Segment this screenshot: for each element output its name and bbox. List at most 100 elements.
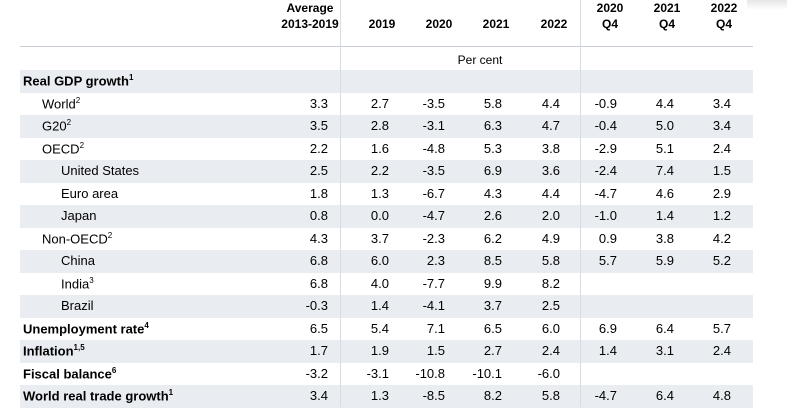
table-cell: -10.8 — [415, 365, 445, 381]
table-cell: 0.9 — [598, 230, 617, 246]
row-label: World real trade growth1 — [23, 388, 173, 403]
table-cell: -3.2 — [305, 365, 328, 381]
table-cell: 5.2 — [712, 253, 731, 268]
table-cell: 1.8 — [309, 185, 328, 201]
header-2022q4: 2022 Q4 — [702, 0, 746, 47]
table-cell: 2.8 — [370, 118, 389, 133]
table-cell: 1.5 — [712, 163, 731, 178]
footnote-marker: 2 — [66, 118, 72, 127]
table-cell: -7.7 — [422, 275, 445, 291]
table-cell: 3.8 — [541, 140, 560, 156]
table-cell: 4.4 — [655, 95, 674, 111]
table-cell: 6.2 — [483, 230, 502, 246]
table-cell: -2.3 — [422, 230, 445, 246]
row-label: India3 — [61, 276, 94, 291]
header-divider — [20, 46, 753, 47]
row-label: Japan — [61, 208, 96, 223]
table-cell: 2.3 — [426, 253, 445, 268]
table-cell: 6.3 — [483, 118, 502, 133]
table-cell: 4.3 — [309, 230, 328, 246]
header-2022: 2022 — [540, 17, 568, 31]
table-cell: 4.8 — [712, 388, 731, 403]
header-2020q4: 2020 Q4 — [588, 0, 632, 47]
column-divider-right — [580, 0, 581, 407]
table-cell: -3.5 — [422, 163, 445, 178]
table-cell: 2.2 — [370, 163, 389, 178]
table-cell: -0.4 — [594, 118, 617, 133]
table-cell: -3.1 — [422, 118, 445, 133]
table-cell: 3.5 — [309, 118, 328, 133]
row-label: China — [61, 253, 95, 268]
row-label-text: Brazil — [61, 298, 94, 313]
table-cell: 5.8 — [541, 253, 560, 268]
table-cell: 6.4 — [655, 320, 674, 336]
table-cell: 4.4 — [541, 95, 560, 111]
header-2019: 2019 — [368, 17, 396, 31]
header-2020q4-line1: 2020 — [596, 1, 624, 15]
header-average-line1: Average — [286, 1, 334, 15]
scroll-shadow — [747, 0, 787, 10]
table-cell: 2.0 — [541, 208, 560, 223]
table-cell: 3.8 — [655, 230, 674, 246]
table-cell: 1.7 — [309, 343, 328, 358]
table-row: Inflation1,5 1.7 1.9 1.5 2.7 2.4 1.4 3.1 2.4 — [20, 340, 753, 363]
table-cell: 1.4 — [655, 208, 674, 223]
unit-row: Per cent — [20, 47, 753, 70]
table-cell: 5.8 — [541, 388, 560, 403]
table-cell: 4.4 — [541, 185, 560, 201]
table-cell: 1.3 — [370, 185, 389, 201]
table-cell: 2.4 — [712, 343, 731, 358]
table-cell: 6.9 — [483, 163, 502, 178]
footnote-marker: 3 — [89, 275, 94, 285]
table-cell: 2.5 — [309, 163, 328, 178]
table-row: Euro area 1.8 1.3 -6.7 4.3 4.4 -4.7 4.6 2.9 — [20, 183, 753, 206]
table-cell: 0.0 — [370, 208, 389, 223]
table-cell: 2.6 — [483, 208, 502, 223]
table-cell: 2.5 — [541, 298, 560, 313]
table-row: Fiscal balance6 -3.2 -3.1 -10.8 -10.1 -6.0 — [20, 363, 753, 386]
table-cell: -1.0 — [594, 208, 617, 223]
row-label-text: Real GDP growth — [23, 73, 129, 89]
table-cell: 8.5 — [483, 253, 502, 268]
table-cell: 4.3 — [483, 185, 502, 201]
table-cell: 3.4 — [309, 388, 328, 403]
row-label: Non-OECD2 — [42, 231, 112, 246]
table-cell: 5.7 — [598, 253, 617, 268]
table-cell: 5.0 — [655, 118, 674, 133]
row-label: G202 — [42, 118, 71, 133]
table-row: China 6.8 6.0 2.3 8.5 5.8 5.7 5.9 5.2 — [20, 250, 753, 273]
table-cell: 5.9 — [655, 253, 674, 268]
table-cell: 5.3 — [483, 140, 502, 156]
table-row: G202 3.5 2.8 -3.1 6.3 4.7 -0.4 5.0 3.4 — [20, 115, 753, 138]
table-cell: 4.0 — [370, 275, 389, 291]
footnote-marker: 2 — [75, 95, 81, 105]
row-label: Unemployment rate4 — [23, 321, 149, 336]
footnote-marker: 2 — [107, 230, 113, 240]
table-row: OECD2 2.2 1.6 -4.8 5.3 3.8 -2.9 5.1 2.4 — [20, 138, 753, 161]
table-cell: 3.4 — [712, 118, 731, 133]
table-cell: 1.4 — [598, 343, 617, 358]
header-2020q4-line2: Q4 — [601, 17, 618, 31]
table-cell: -4.1 — [422, 298, 445, 313]
header-average-line2: 2013-2019 — [281, 17, 339, 31]
table-row: Non-OECD2 4.3 3.7 -2.3 6.2 4.9 0.9 3.8 4.2 — [20, 228, 753, 251]
table-cell: -4.7 — [422, 208, 445, 223]
row-label: World2 — [42, 96, 80, 111]
header-average: Average 2013-2019 — [278, 0, 342, 47]
table-cell: 8.2 — [541, 275, 560, 291]
table-cell: 1.2 — [712, 208, 731, 223]
table-cell: -8.5 — [422, 388, 445, 403]
header-2021q4: 2021 Q4 — [645, 0, 689, 47]
table-cell: 6.4 — [655, 388, 674, 403]
table-cell: 2.7 — [370, 95, 389, 111]
table-cell: -0.9 — [594, 95, 617, 111]
row-label: Inflation1,5 — [23, 343, 85, 358]
table-cell: 2.2 — [309, 140, 328, 156]
table-cell: 6.8 — [309, 275, 328, 291]
table-cell: 2.4 — [712, 140, 731, 156]
row-label-text: Inflation — [23, 343, 74, 359]
row-label-text: World — [42, 95, 76, 111]
table-row: Real GDP growth1 — [20, 70, 753, 93]
header-2021q4-line2: Q4 — [658, 17, 675, 31]
